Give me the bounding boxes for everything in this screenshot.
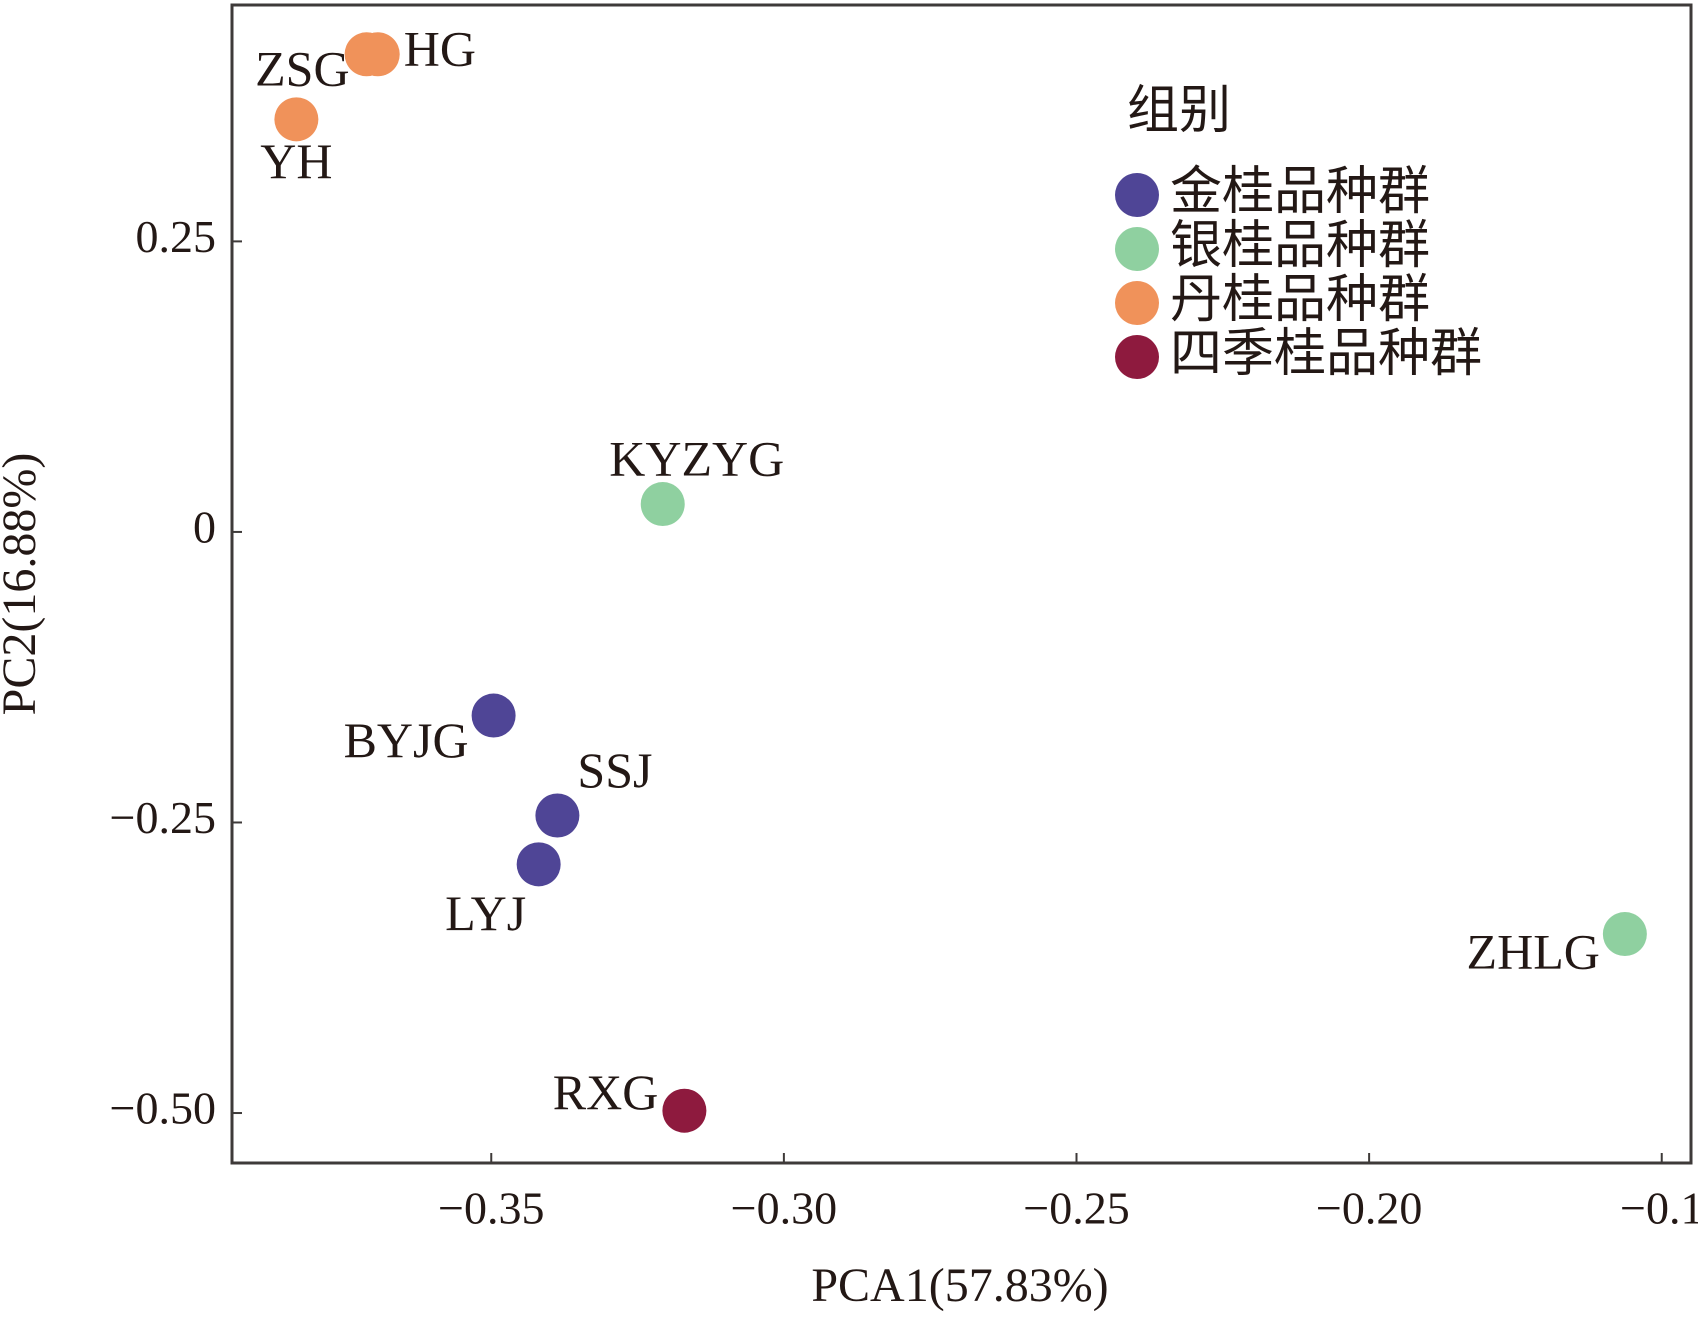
point bbox=[1602, 912, 1647, 957]
x-tick-label: −0.35 bbox=[438, 1183, 544, 1234]
point-label: HG bbox=[404, 21, 476, 77]
legend-swatch bbox=[1115, 227, 1159, 271]
y-axis-label: PC2(16.88%) bbox=[0, 453, 46, 716]
plot-frame bbox=[230, 3, 1693, 1165]
point bbox=[355, 32, 400, 77]
legend-label: 四季桂品种群 bbox=[1170, 324, 1482, 384]
point bbox=[535, 793, 580, 838]
legend-title: 组别 bbox=[1127, 81, 1231, 141]
legend-label: 银桂品种群 bbox=[1170, 216, 1430, 276]
x-tick-label: −0.25 bbox=[1023, 1183, 1129, 1234]
y-tick-label: 0 bbox=[193, 501, 216, 552]
legend-label: 金桂品种群 bbox=[1170, 162, 1430, 222]
x-axis-label: PCA1(57.83%) bbox=[811, 1259, 1108, 1312]
x-tick-label: −0.1 bbox=[1620, 1183, 1698, 1234]
point-label: LYJ bbox=[445, 885, 526, 941]
legend-swatch bbox=[1115, 281, 1159, 325]
point bbox=[274, 97, 319, 142]
point bbox=[471, 693, 516, 738]
x-tick-label: −0.20 bbox=[1316, 1183, 1422, 1234]
point-label: ZHLG bbox=[1467, 924, 1600, 980]
y-tick-label: 0.25 bbox=[136, 211, 217, 262]
x-tick-label: −0.30 bbox=[731, 1183, 837, 1234]
legend-label: 丹桂品种群 bbox=[1170, 270, 1430, 330]
point-label: SSJ bbox=[577, 742, 652, 798]
point-label: ZSG bbox=[255, 41, 349, 97]
legend-swatch bbox=[1115, 173, 1159, 217]
point bbox=[640, 482, 685, 527]
point-label: BYJG bbox=[344, 712, 469, 768]
point bbox=[516, 842, 561, 887]
point-label: YH bbox=[260, 133, 332, 189]
y-tick-label: −0.25 bbox=[110, 792, 216, 843]
point bbox=[662, 1088, 707, 1133]
point-label: RXG bbox=[553, 1064, 659, 1120]
legend-swatch bbox=[1115, 335, 1159, 379]
point-label: KYZYG bbox=[609, 431, 784, 487]
y-tick-label: −0.50 bbox=[110, 1083, 216, 1134]
